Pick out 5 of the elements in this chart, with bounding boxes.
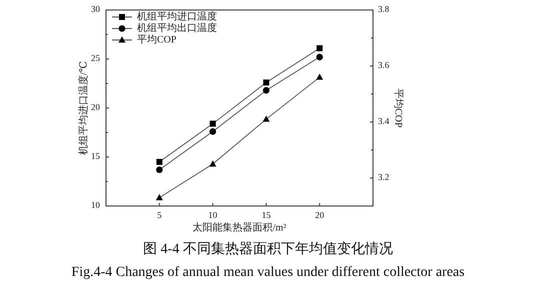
y2label: 平均COP (392, 88, 404, 128)
title: 图 4-4 不同集热器面积下年均值变化情况 (143, 242, 393, 258)
ylabel: 机组平均进口温度/℃ (78, 61, 90, 155)
xlabel: 太阳能集热器面积/m² (192, 222, 286, 234)
subtitle: Fig.4-4 Changes of annual mean values under different collector areas (71, 265, 465, 280)
